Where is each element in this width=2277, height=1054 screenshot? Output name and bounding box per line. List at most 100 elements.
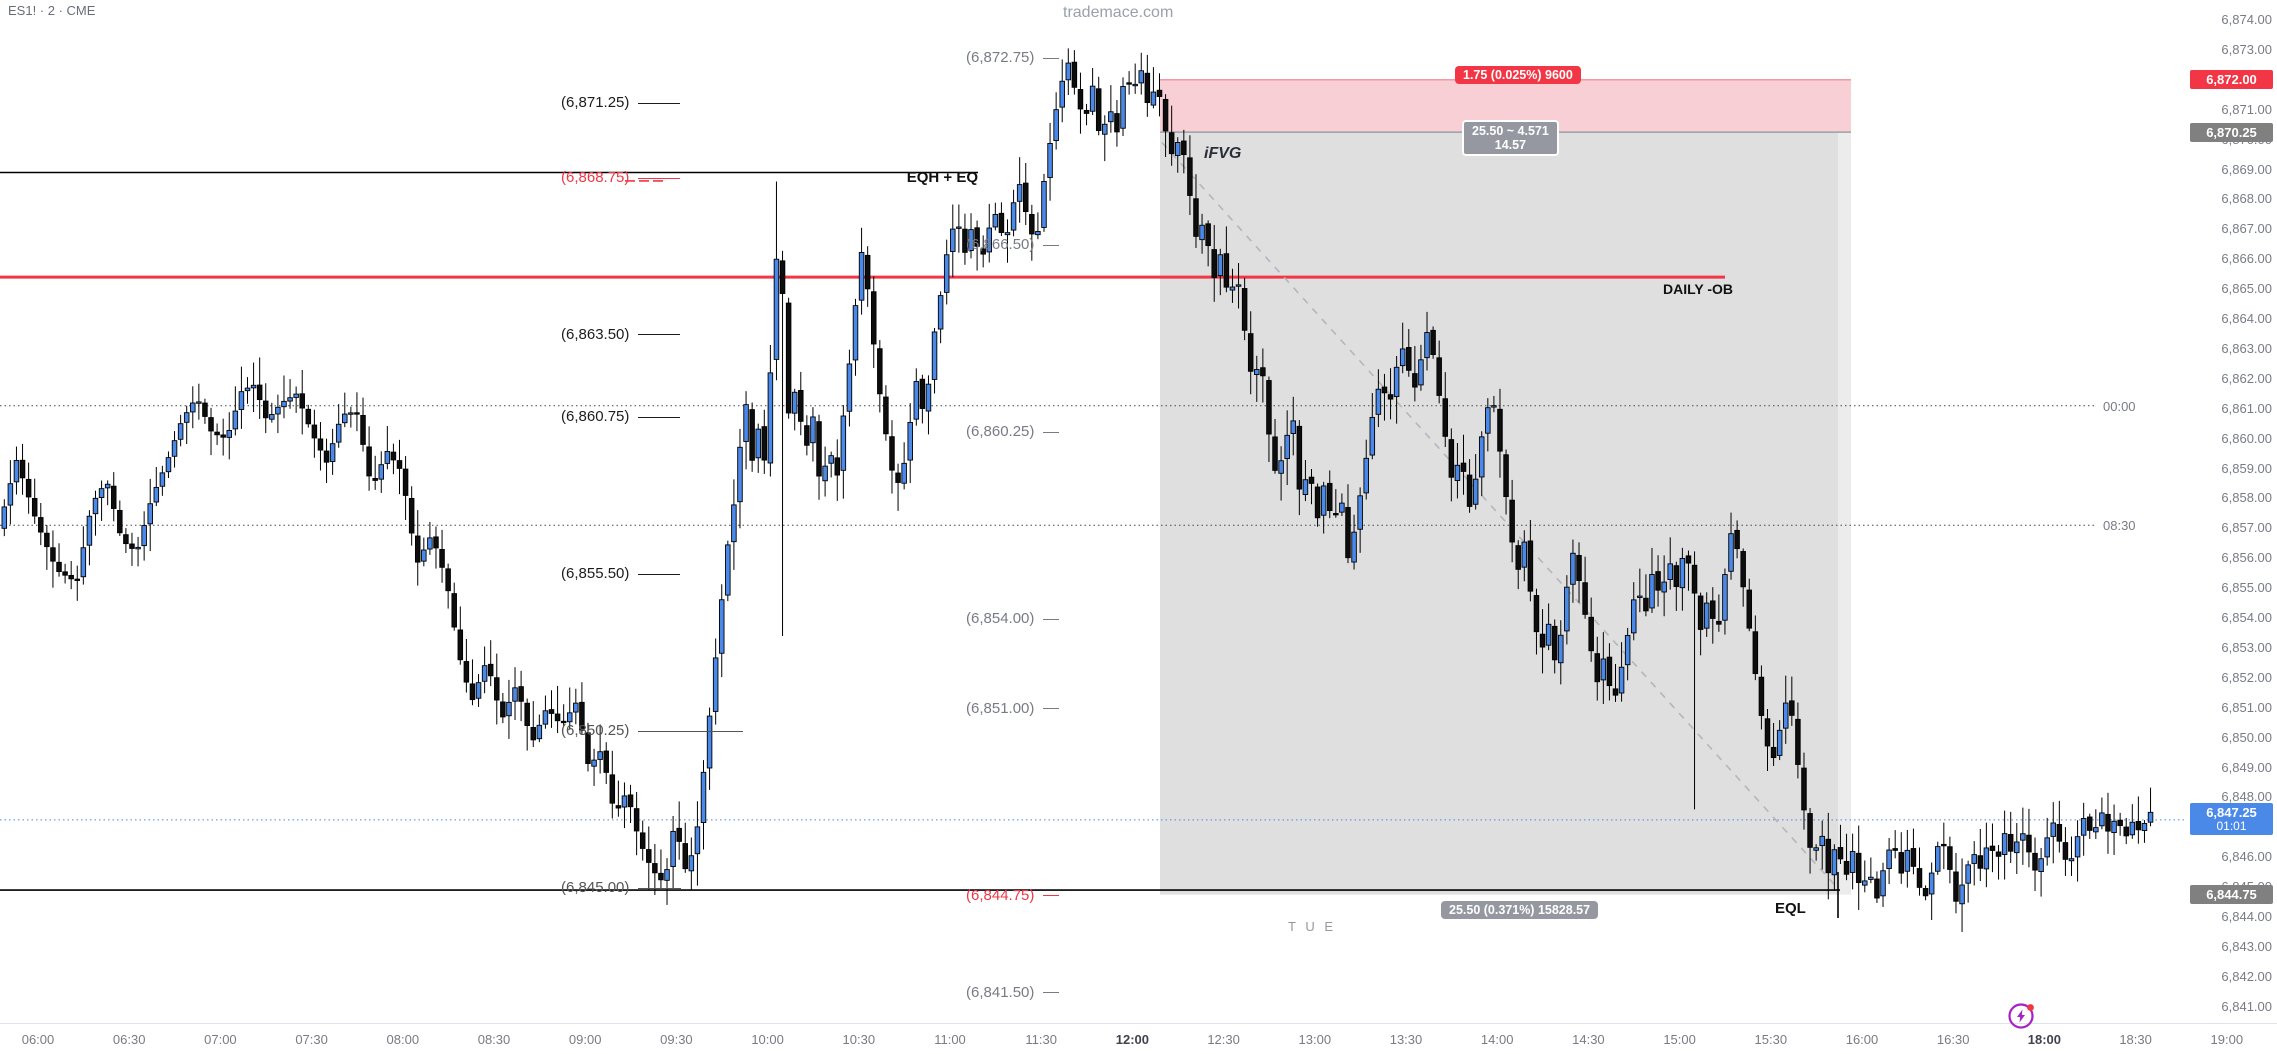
candle-down <box>615 805 622 809</box>
candle-down <box>1947 846 1953 870</box>
candle-down <box>110 485 117 509</box>
price-tick: 6,867.00 <box>2221 221 2272 237</box>
candle-up <box>1290 420 1297 434</box>
candle-down <box>1551 625 1558 661</box>
candle-up <box>822 465 828 482</box>
candle-down <box>1156 89 1163 97</box>
candle-up <box>1254 369 1260 376</box>
candle-down <box>1941 843 1947 847</box>
candle-up <box>767 372 774 464</box>
candle-down <box>38 517 44 533</box>
price-tick: 6,849.00 <box>2221 759 2272 775</box>
price-badge-red: 6,872.00 <box>2190 70 2273 90</box>
candle-down <box>1266 380 1272 435</box>
candle-down <box>1187 157 1193 196</box>
time-tick: 18:00 <box>2027 1032 2062 1047</box>
session-open-label: 00:00 <box>2103 398 2136 414</box>
time-tick: 09:00 <box>568 1032 602 1047</box>
candle-up <box>159 472 166 487</box>
candle-down <box>1296 425 1303 490</box>
candle-down <box>439 549 445 568</box>
candle-up <box>348 412 354 415</box>
candle-down <box>1922 888 1929 897</box>
candle-down <box>129 543 135 549</box>
flash-refresh-icon[interactable] <box>2006 999 2040 1033</box>
candle-up <box>2080 818 2087 836</box>
candle-up <box>244 387 251 392</box>
price-tick: 6,843.00 <box>2221 938 2272 954</box>
risk-badge[interactable]: 1.75 (0.025%) 9600 <box>1455 66 1581 84</box>
candle-down <box>25 478 32 498</box>
candle-up <box>1010 202 1017 231</box>
candle-down <box>1953 871 1959 902</box>
candle-up <box>147 503 153 525</box>
candle-down <box>2056 823 2063 842</box>
day-of-week-label: T U E <box>1288 919 1336 934</box>
candle-down <box>1466 474 1473 507</box>
target-zone[interactable] <box>1160 132 1838 895</box>
candle-up <box>670 830 676 867</box>
price-tick: 6,857.00 <box>2221 520 2272 536</box>
candle-up <box>755 428 761 459</box>
candle-down <box>1612 688 1619 696</box>
candle-down <box>1855 852 1862 884</box>
candle-down <box>408 497 415 534</box>
candle-down <box>500 701 506 718</box>
candle-up <box>731 504 737 543</box>
candle-down <box>2086 816 2093 831</box>
candle-up <box>1819 835 1825 847</box>
candle-down <box>1582 582 1588 615</box>
candle-down <box>62 571 68 576</box>
position-tool-zones[interactable] <box>1160 79 1851 895</box>
candle-down <box>360 414 366 445</box>
candle-down <box>554 713 561 722</box>
candle-up <box>13 460 20 483</box>
candle-down <box>1211 249 1217 278</box>
candle-up <box>846 363 853 412</box>
target-badge[interactable]: 25.50 (0.371%) 15828.57 <box>1441 901 1599 919</box>
candle-up <box>427 537 433 550</box>
price-tick: 6,850.00 <box>2221 729 2272 745</box>
candle-up <box>475 682 482 699</box>
candle-up <box>573 702 579 713</box>
candle-down <box>998 212 1005 233</box>
candle-down <box>761 426 768 461</box>
candle-up <box>2147 811 2154 823</box>
time-axis[interactable]: 06:00 06:30 07:00 07:30 08:00 08:30 09:00 09:30… <box>0 1023 2277 1054</box>
candle-up <box>183 412 190 423</box>
candle-up <box>1102 123 1108 135</box>
candle-down <box>1272 436 1278 471</box>
time-tick: 16:00 <box>1845 1032 1879 1047</box>
time-tick: 15:00 <box>1663 1032 1696 1047</box>
candle-down <box>1770 746 1777 759</box>
candle-up <box>1 506 8 529</box>
candle-up <box>791 391 798 414</box>
price-level-label: (6,851.00) <box>966 700 1060 717</box>
candle-up <box>506 701 512 717</box>
symbol-title[interactable]: ES1! · 2 · CME <box>8 3 96 18</box>
candle-down <box>779 260 786 294</box>
candle-down <box>2105 813 2111 832</box>
price-axis[interactable]: 6,874.006,873.006,872.006,871.006,870.00… <box>2188 0 2277 1023</box>
candle-down <box>1746 589 1753 629</box>
candle-down <box>1892 848 1898 851</box>
candle-down <box>980 248 986 255</box>
candle-down <box>1381 386 1388 394</box>
candle-up <box>481 665 488 682</box>
candle-up <box>1424 332 1430 359</box>
candle-up <box>536 724 543 740</box>
candle-up <box>725 544 731 596</box>
candle-down <box>354 412 360 415</box>
price-level-label: (6,872.75) <box>966 49 1060 66</box>
candle-down <box>1837 847 1844 860</box>
measure-badge[interactable]: 25.50 ~ 4.571 14.57 <box>1462 120 1559 156</box>
price-badge-blue: 6,847.25 01:01 <box>2190 802 2273 835</box>
candle-down <box>1326 482 1333 512</box>
candle-down <box>579 701 585 731</box>
candle-down <box>451 593 457 628</box>
candle-up <box>1369 416 1376 456</box>
candle-down <box>1095 88 1102 132</box>
time-tick: 09:30 <box>660 1032 693 1047</box>
